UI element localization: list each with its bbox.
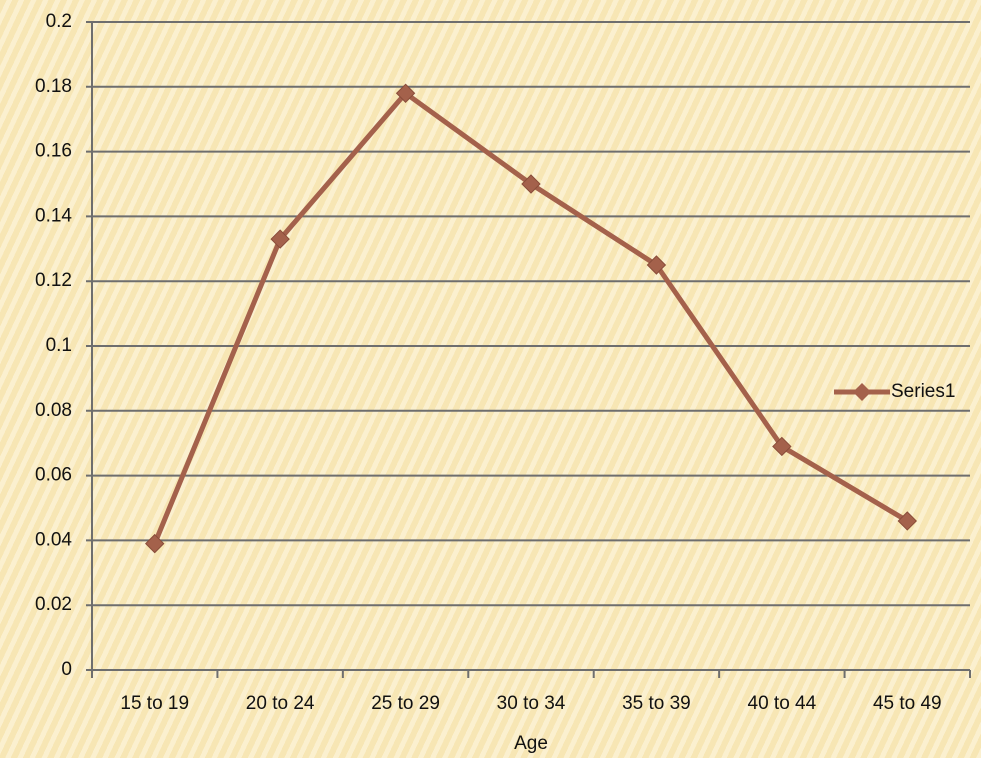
marker [521,174,541,194]
legend-marker [853,383,871,401]
x-tick-label: 40 to 44 [748,693,817,714]
y-tick-label: 0.06 [35,465,72,486]
y-tick-label: 0.18 [35,76,72,97]
x-tick-label: 30 to 34 [497,693,566,714]
y-tick-label: 0 [61,659,72,680]
y-tick-label: 0.08 [35,400,72,421]
legend-label: Series1 [891,381,955,402]
y-tick-label: 0.02 [35,594,72,615]
y-tick-label: 0.04 [35,529,72,550]
x-tick-label: 20 to 24 [246,693,315,714]
x-tick-label: 35 to 39 [622,693,691,714]
y-tick-label: 0.16 [35,141,72,162]
x-tick-label: 45 to 49 [873,693,942,714]
y-tick-label: 0.14 [35,205,72,226]
marker [772,436,792,457]
x-tick-label: 25 to 29 [371,693,440,714]
marker [646,255,667,275]
x-axis-label: Age [514,733,548,754]
marker [897,511,917,531]
marker [145,533,165,554]
marker [395,83,416,103]
x-tick-label: 15 to 19 [120,693,189,714]
y-tick-label: 0.12 [35,270,72,291]
y-tick-label: 0.2 [46,11,72,32]
y-tick-label: 0.1 [46,335,72,356]
marker [270,229,290,249]
